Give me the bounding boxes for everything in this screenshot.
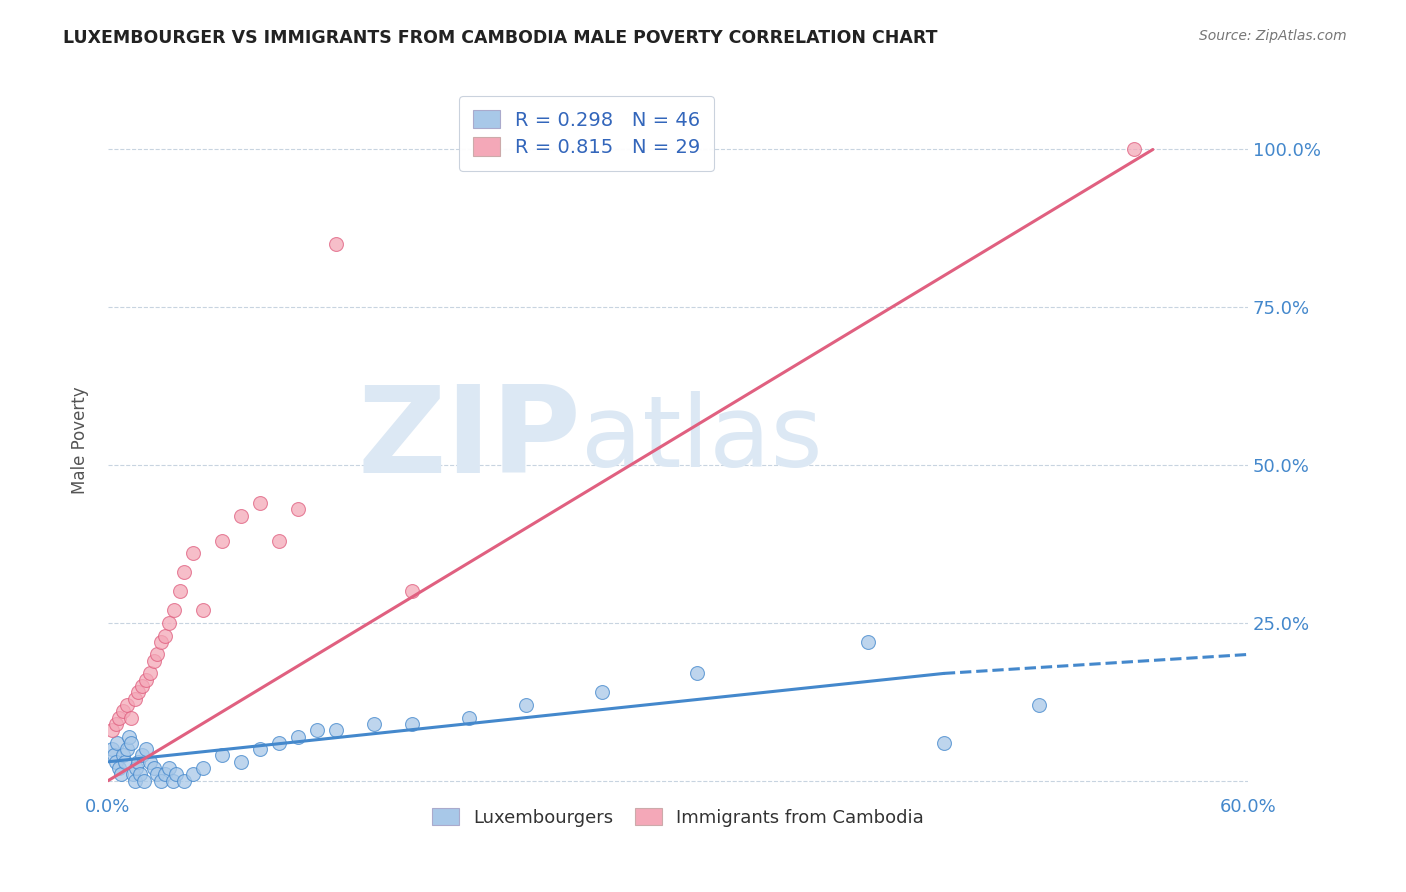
Point [325,237,347,252]
Point [191,761,214,775]
Point [211,748,233,763]
Point [325,723,347,738]
Point [120,710,142,724]
Point [129,767,152,781]
Point [401,717,423,731]
Point [932,736,955,750]
Point [211,533,233,548]
Point [229,755,252,769]
Point [153,767,176,781]
Point [249,496,271,510]
Point [101,742,124,756]
Point [139,755,162,769]
Point [146,648,169,662]
Point [591,685,613,699]
Text: atlas: atlas [581,392,823,488]
Point [135,742,157,756]
Point [165,767,187,781]
Point [131,679,153,693]
Point [183,767,205,781]
Point [157,761,180,775]
Point [515,698,537,712]
Point [150,773,173,788]
Point [287,730,309,744]
Point [287,502,309,516]
Point [856,635,879,649]
Point [125,761,148,775]
Point [114,755,136,769]
Point [229,508,252,523]
Point [1028,698,1050,712]
Point [115,742,138,756]
Point [104,755,127,769]
Point [124,773,146,788]
Point [107,736,129,750]
Point [131,748,153,763]
Point [115,698,138,712]
Point [153,628,176,642]
Point [142,654,165,668]
Point [127,685,149,699]
Point [118,730,141,744]
Point [135,673,157,687]
Point [108,710,131,724]
Point [101,723,124,738]
Point [142,761,165,775]
Point [163,603,186,617]
Point [157,615,180,630]
Point [305,723,328,738]
Point [458,710,481,724]
Point [363,717,385,731]
Point [127,755,149,769]
Point [162,773,184,788]
Point [110,767,132,781]
Text: LUXEMBOURGER VS IMMIGRANTS FROM CAMBODIA MALE POVERTY CORRELATION CHART: LUXEMBOURGER VS IMMIGRANTS FROM CAMBODIA… [63,29,938,46]
Point [401,584,423,599]
Legend: Luxembourgers, Immigrants from Cambodia: Luxembourgers, Immigrants from Cambodia [425,800,931,834]
Point [191,603,214,617]
Text: Source: ZipAtlas.com: Source: ZipAtlas.com [1199,29,1347,43]
Point [146,767,169,781]
Text: ZIP: ZIP [357,382,581,499]
Point [112,748,135,763]
Point [249,742,271,756]
Y-axis label: Male Poverty: Male Poverty [72,386,89,493]
Point [686,666,709,681]
Point [183,546,205,560]
Point [103,748,125,763]
Point [112,704,135,718]
Point [124,691,146,706]
Point [139,666,162,681]
Point [173,773,195,788]
Point [108,761,131,775]
Point [1122,143,1144,157]
Point [173,566,195,580]
Point [267,736,290,750]
Point [169,584,191,599]
Point [267,533,290,548]
Point [132,773,155,788]
Point [104,717,127,731]
Point [120,736,142,750]
Point [150,635,173,649]
Point [121,767,143,781]
